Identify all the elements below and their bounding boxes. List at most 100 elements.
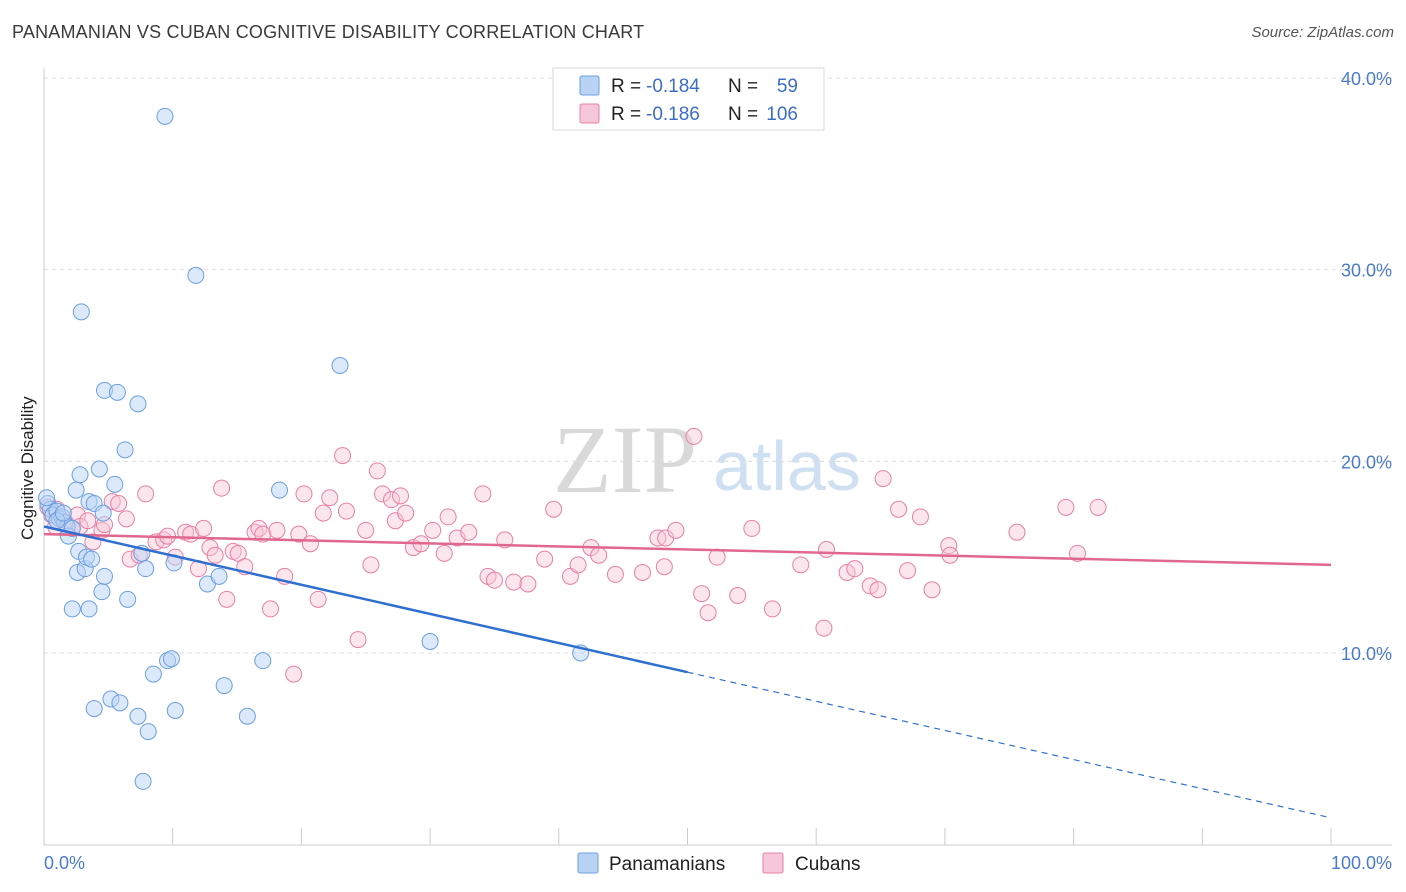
- data-point-panamanians: [129, 395, 147, 413]
- data-point-cubans: [923, 581, 941, 599]
- data-point-cubans: [817, 541, 835, 558]
- data-point-panamanians: [139, 723, 157, 741]
- data-point-cubans: [815, 619, 833, 637]
- data-point-panamanians: [119, 590, 137, 608]
- data-point-cubans: [268, 521, 286, 539]
- data-point-panamanians: [71, 466, 89, 484]
- data-point-panamanians: [111, 694, 129, 712]
- data-point-panamanians: [108, 383, 126, 401]
- bottom-legend: Panamanians Cubans: [577, 852, 861, 875]
- data-point-cubans: [874, 470, 892, 488]
- data-point-cubans: [763, 600, 781, 618]
- data-point-cubans: [569, 556, 587, 574]
- trend-lines: [43, 525, 1332, 819]
- data-point-cubans: [699, 604, 717, 622]
- legend-swatch-panamanians: [579, 75, 600, 96]
- data-point-cubans: [861, 577, 879, 595]
- data-point-cubans: [362, 556, 380, 574]
- data-point-cubans: [206, 546, 224, 564]
- y-tick-label: 40.0%: [1341, 69, 1392, 89]
- axes: [43, 68, 1392, 846]
- data-point-cubans: [1057, 498, 1075, 516]
- y-tick-labels: 10.0% 20.0% 30.0% 40.0%: [1341, 69, 1392, 664]
- data-point-cubans: [838, 564, 856, 581]
- data-point-cubans: [792, 556, 810, 574]
- x-ticks: [172, 828, 1332, 845]
- data-point-panamanians: [94, 504, 112, 522]
- data-point-cubans: [321, 489, 339, 507]
- y-tick-label: 20.0%: [1341, 452, 1392, 472]
- data-point-cubans: [1068, 544, 1086, 562]
- data-point-panamanians: [137, 560, 155, 578]
- data-point-panamanians: [38, 489, 56, 507]
- legend-r-label: R =: [611, 104, 641, 125]
- data-point-panamanians: [95, 567, 113, 585]
- legend-n-label: N =: [728, 76, 758, 97]
- trend-line-panamanians-extension: [687, 671, 1332, 819]
- trend-line-cubans: [43, 532, 1332, 567]
- data-point-cubans: [685, 427, 703, 445]
- data-point-cubans: [382, 491, 400, 509]
- gridlines: [44, 77, 1392, 654]
- data-point-panamanians: [93, 583, 111, 601]
- data-point-cubans: [314, 504, 332, 522]
- legend-n-value: 59: [777, 76, 798, 97]
- legend-n-value: 106: [766, 104, 798, 125]
- data-point-cubans: [103, 493, 121, 511]
- data-point-cubans: [334, 447, 352, 465]
- data-point-panamanians: [106, 475, 124, 493]
- y-tick-label: 10.0%: [1341, 644, 1392, 664]
- data-point-cubans: [474, 485, 492, 503]
- data-point-cubans: [1089, 498, 1107, 516]
- data-point-cubans: [424, 521, 442, 539]
- data-point-cubans: [545, 500, 563, 518]
- data-point-cubans: [295, 485, 313, 503]
- data-point-panamanians: [54, 504, 72, 522]
- data-point-cubans: [606, 565, 624, 583]
- data-point-cubans: [846, 560, 864, 578]
- y-tick-label: 30.0%: [1341, 261, 1392, 281]
- data-point-panamanians: [90, 460, 108, 478]
- data-point-cubans: [890, 500, 908, 518]
- chart-title: PANAMANIAN VS CUBAN COGNITIVE DISABILITY…: [12, 22, 645, 42]
- watermark: ZIP atlas: [553, 406, 861, 513]
- bottom-legend-cubans: Cubans: [795, 854, 861, 875]
- data-point-panamanians: [162, 650, 180, 668]
- data-point-cubans: [285, 665, 303, 683]
- legend-n-label: N =: [728, 104, 758, 125]
- data-point-cubans: [373, 485, 391, 503]
- data-point-cubans: [368, 462, 386, 480]
- data-point-cubans: [290, 525, 308, 543]
- data-point-panamanians: [215, 677, 233, 695]
- data-point-cubans: [590, 546, 608, 564]
- watermark-atlas: atlas: [713, 427, 861, 505]
- x-tick-label-max: 100.0%: [1331, 853, 1392, 873]
- data-point-cubans: [117, 510, 135, 528]
- legend: R = -0.184 N = 59 R = -0.186 N = 106: [552, 67, 825, 131]
- data-point-panamanians: [210, 567, 228, 585]
- data-point-cubans: [536, 550, 554, 568]
- data-point-panamanians: [156, 107, 174, 125]
- data-point-cubans: [439, 508, 457, 526]
- data-point-cubans: [391, 487, 409, 505]
- data-point-panamanians: [187, 266, 205, 284]
- data-point-cubans: [729, 587, 747, 604]
- data-point-cubans: [743, 519, 761, 537]
- bottom-legend-panamanians: Panamanians: [609, 854, 725, 875]
- data-point-cubans: [357, 521, 375, 539]
- data-point-panamanians: [254, 652, 272, 670]
- data-point-panamanians: [134, 772, 152, 790]
- legend-r-value: -0.184: [646, 76, 700, 97]
- data-point-cubans: [485, 571, 503, 589]
- data-point-cubans: [337, 502, 355, 520]
- data-point-panamanians: [331, 357, 349, 374]
- data-point-cubans: [309, 590, 327, 608]
- data-point-cubans: [397, 504, 415, 522]
- data-point-cubans: [911, 508, 929, 526]
- data-point-cubans: [655, 558, 673, 576]
- data-point-cubans: [137, 485, 155, 503]
- data-point-cubans: [505, 573, 523, 591]
- y-axis-title: Cognitive Disability: [18, 396, 37, 540]
- data-point-cubans: [667, 521, 685, 539]
